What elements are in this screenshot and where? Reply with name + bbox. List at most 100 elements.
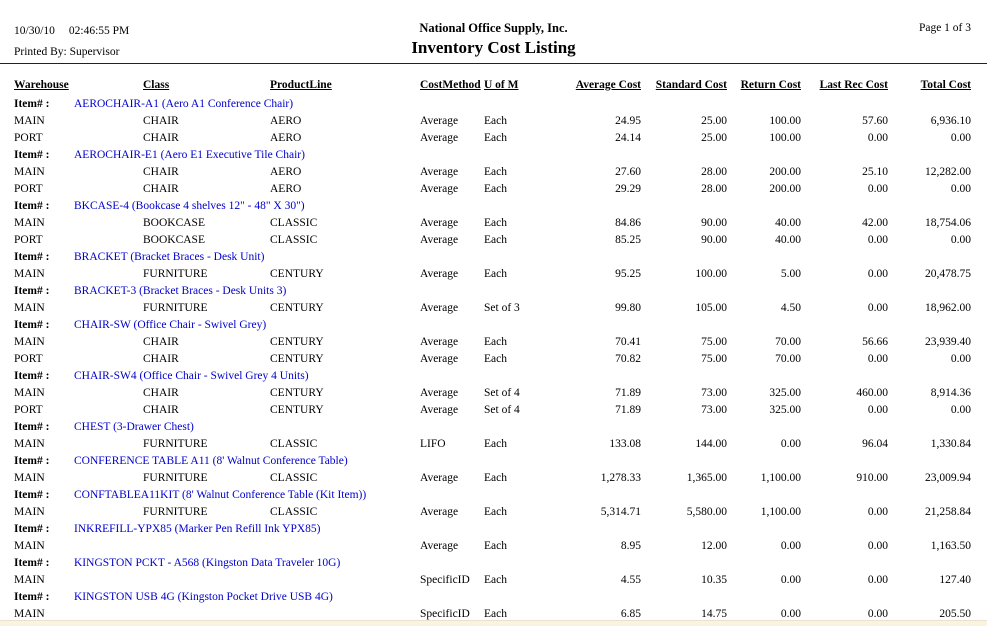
cell-productline: AERO — [270, 132, 302, 144]
column-header-label: Warehouse — [14, 79, 69, 91]
cell-warehouse: PORT — [14, 353, 43, 365]
cell-return-cost: 70.00 — [775, 353, 801, 365]
cell-warehouse: PORT — [14, 404, 43, 416]
table-row: MAIN FURNITURE CLASSIC LIFO Each 133.08 … — [0, 436, 987, 453]
item-code-link[interactable]: BKCASE-4 (Bookcase 4 shelves 12" - 48" X… — [74, 200, 305, 212]
cell-class: CHAIR — [143, 183, 179, 195]
item-code-link[interactable]: KINGSTON USB 4G (Kingston Pocket Drive U… — [74, 591, 333, 603]
cell-costmethod: Average — [420, 268, 459, 280]
item-number-label: Item# : — [14, 421, 50, 433]
cell-standard-cost: 90.00 — [701, 217, 727, 229]
column-header-label: Return Cost — [740, 79, 801, 91]
item-code-link[interactable]: AEROCHAIR-A1 (Aero A1 Conference Chair) — [74, 98, 294, 110]
column-header-costmethod: CostMethod — [420, 77, 484, 94]
item-code-link[interactable]: KINGSTON PCKT - A568 (Kingston Data Trav… — [74, 557, 341, 569]
cell-productline: CENTURY — [270, 336, 324, 348]
item-code-link[interactable]: CHEST (3-Drawer Chest) — [74, 421, 194, 433]
cell-standard-cost: 28.00 — [701, 166, 727, 178]
cell-class: FURNITURE — [143, 472, 208, 484]
item-code-link[interactable]: INKREFILL-YPX85 (Marker Pen Refill Ink Y… — [74, 523, 321, 535]
cell-uofm: Each — [484, 234, 507, 246]
cell-warehouse: MAIN — [14, 302, 45, 314]
cell-total-cost: 18,754.06 — [925, 217, 971, 229]
item-number-label: Item# : — [14, 370, 50, 382]
table-row: MAIN FURNITURE CENTURY Average Each 95.2… — [0, 266, 987, 283]
cell-average-cost: 70.41 — [615, 336, 641, 348]
table-row: PORT CHAIR CENTURY Average Each 70.82 75… — [0, 351, 987, 368]
cell-costmethod: Average — [420, 217, 459, 229]
cell-lastrec-cost: 0.00 — [867, 234, 888, 246]
cell-uofm: Each — [484, 166, 507, 178]
cell-total-cost: 0.00 — [950, 132, 971, 144]
cell-productline: AERO — [270, 183, 302, 195]
table-row: MAIN Average Each 8.95 12.00 0.00 0.00 1… — [0, 538, 987, 555]
report-titles: National Office Supply, Inc. Inventory C… — [0, 21, 987, 58]
cell-return-cost: 100.00 — [769, 132, 801, 144]
cell-costmethod: Average — [420, 336, 459, 348]
column-header-label: Class — [143, 79, 170, 91]
cell-standard-cost: 25.00 — [701, 132, 727, 144]
item-number-label: Item# : — [14, 149, 50, 161]
cell-productline: AERO — [270, 166, 302, 178]
cell-warehouse: MAIN — [14, 115, 45, 127]
cell-costmethod: Average — [420, 506, 459, 518]
item-row: Item# : AEROCHAIR-A1 (Aero A1 Conference… — [0, 96, 987, 113]
cell-costmethod: Average — [420, 404, 459, 416]
item-code-link[interactable]: CONFERENCE TABLE A11 (8' Walnut Conferen… — [74, 455, 348, 467]
column-header-lastrec-cost: Last Rec Cost — [801, 77, 888, 94]
item-number-label: Item# : — [14, 251, 50, 263]
cell-lastrec-cost: 25.10 — [862, 166, 888, 178]
cell-standard-cost: 73.00 — [701, 387, 727, 399]
cell-warehouse: PORT — [14, 183, 43, 195]
item-code-link[interactable]: CHAIR-SW (Office Chair - Swivel Grey) — [74, 319, 267, 331]
table-row: MAIN FURNITURE CENTURY Average Set of 3 … — [0, 300, 987, 317]
cell-costmethod: Average — [420, 353, 459, 365]
table-row: MAIN SpecificID Each 4.55 10.35 0.00 0.0… — [0, 572, 987, 589]
cell-lastrec-cost: 42.00 — [862, 217, 888, 229]
report-header: 10/30/10 02:46:55 PM Printed By: Supervis… — [0, 0, 987, 62]
cell-class: CHAIR — [143, 404, 179, 416]
item-code-link[interactable]: BRACKET-3 (Bracket Braces - Desk Units 3… — [74, 285, 287, 297]
cell-class: CHAIR — [143, 353, 179, 365]
cell-total-cost: 0.00 — [950, 404, 971, 416]
item-number-label: Item# : — [14, 489, 50, 501]
printed-by: Printed By: Supervisor — [14, 46, 120, 58]
print-datetime-line: 10/30/10 02:46:55 PM — [14, 21, 129, 42]
item-code-link[interactable]: CONFTABLEA11KIT (8' Walnut Conference Ta… — [74, 489, 367, 501]
cell-uofm: Each — [484, 183, 507, 195]
cell-warehouse: PORT — [14, 234, 43, 246]
cell-total-cost: 0.00 — [950, 234, 971, 246]
cell-costmethod: Average — [420, 132, 459, 144]
cell-average-cost: 70.82 — [615, 353, 641, 365]
cell-productline: CLASSIC — [270, 472, 318, 484]
item-code-link[interactable]: CHAIR-SW4 (Office Chair - Swivel Grey 4 … — [74, 370, 309, 382]
item-row: Item# : INKREFILL-YPX85 (Marker Pen Refi… — [0, 521, 987, 538]
item-code-link[interactable]: BRACKET (Bracket Braces - Desk Unit) — [74, 251, 265, 263]
cell-return-cost: 0.00 — [780, 608, 801, 620]
cell-total-cost: 1,163.50 — [930, 540, 971, 552]
cell-class: FURNITURE — [143, 438, 208, 450]
cell-class: BOOKCASE — [143, 234, 205, 246]
cell-average-cost: 5,314.71 — [600, 506, 641, 518]
cell-average-cost: 84.86 — [615, 217, 641, 229]
table-row: MAIN CHAIR AERO Average Each 24.95 25.00… — [0, 113, 987, 130]
item-row: Item# : CONFTABLEA11KIT (8' Walnut Confe… — [0, 487, 987, 504]
cell-total-cost: 0.00 — [950, 183, 971, 195]
item-code-link[interactable]: AEROCHAIR-E1 (Aero E1 Executive Tile Cha… — [74, 149, 305, 161]
cell-lastrec-cost: 0.00 — [867, 608, 888, 620]
cell-return-cost: 1,100.00 — [760, 506, 801, 518]
item-number-label: Item# : — [14, 455, 50, 467]
cell-uofm: Each — [484, 608, 507, 620]
cell-lastrec-cost: 0.00 — [867, 506, 888, 518]
item-number-label: Item# : — [14, 200, 50, 212]
table-row: MAIN FURNITURE CLASSIC Average Each 5,31… — [0, 504, 987, 521]
cell-lastrec-cost: 0.00 — [867, 302, 888, 314]
cell-costmethod: LIFO — [420, 438, 446, 450]
cell-total-cost: 12,282.00 — [925, 166, 971, 178]
cell-uofm: Set of 3 — [484, 302, 520, 314]
cell-class: CHAIR — [143, 336, 179, 348]
cell-return-cost: 5.00 — [780, 268, 801, 280]
cell-total-cost: 0.00 — [950, 353, 971, 365]
cell-total-cost: 6,936.10 — [930, 115, 971, 127]
